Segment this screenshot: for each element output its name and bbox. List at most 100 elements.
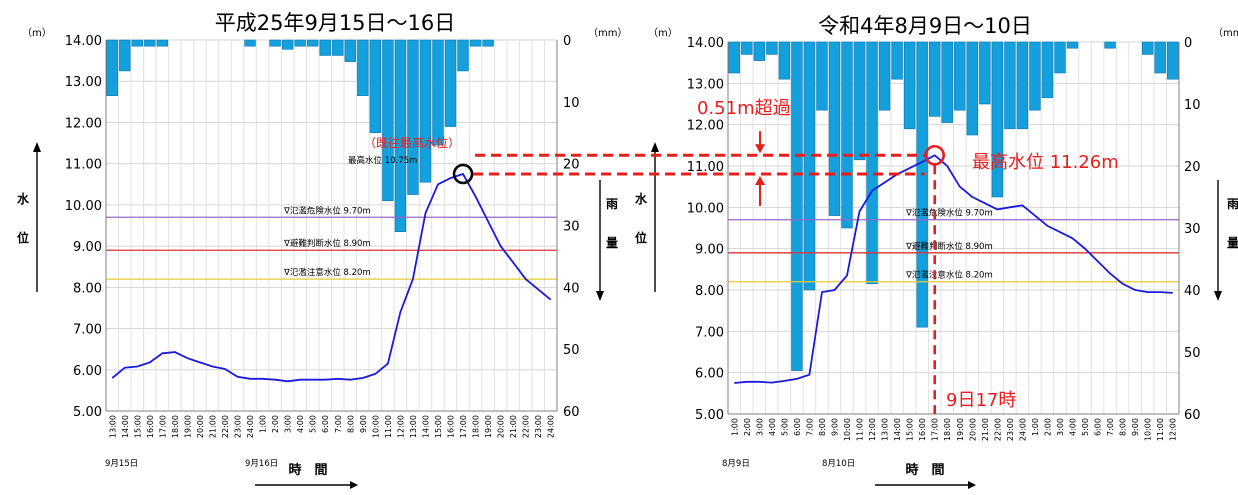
x-tick-label: 8:00: [1119, 418, 1128, 436]
x-tick-label: 12:00: [868, 418, 877, 441]
x-tick-label: 1:00: [1031, 418, 1040, 436]
x-tick-label: 22:00: [221, 415, 230, 438]
rain-bar: [766, 41, 778, 55]
y-left-tick-label: 10.00: [687, 201, 724, 216]
x-tick-label: 21:00: [208, 415, 217, 438]
x-tick-label: 6:00: [321, 415, 330, 433]
y-right-tick-label: 30: [563, 220, 580, 235]
x-tick-label: 1:00: [259, 415, 268, 433]
rain-bar: [1016, 41, 1029, 130]
x-tick-label: 4:00: [296, 415, 305, 433]
y-right-label-char: 雨: [606, 197, 618, 211]
threshold-label: ∇氾濫注意水位 8.20m: [905, 270, 993, 281]
y-left-tick-label: 5.00: [73, 405, 102, 420]
y-right-tick-label: 0: [1184, 36, 1192, 51]
x-tick-label: 4:00: [768, 418, 777, 436]
y-left-label-char: 位: [17, 230, 29, 245]
chart-2022-flood: ∇氾濫危険水位 9.70m ∇避難判断水位 8.90m ∇氾濫注意水位 8.20m 1…: [635, 14, 1238, 489]
y-left-tick-label: 13.00: [65, 75, 102, 90]
x-tick-label: 14:00: [893, 418, 902, 441]
x-tick-label: 7:00: [334, 415, 343, 433]
rain-bar: [119, 39, 131, 72]
y-right-tick-label: 60: [1184, 408, 1201, 423]
rain-bar: [382, 39, 394, 202]
date-label: 8月9日: [722, 459, 750, 469]
y-right-tick-label: 40: [1184, 284, 1201, 299]
rain-bar: [307, 39, 319, 47]
x-tick-label: 21:00: [509, 415, 518, 438]
x-tick-label: 24:00: [1018, 418, 1027, 441]
water-level-line: [734, 154, 1173, 384]
y-left-tick-label: 6.00: [73, 364, 102, 379]
x-axis-arrowhead: [350, 481, 358, 489]
x-tick-label: 3:00: [1056, 418, 1065, 436]
rain-bar: [281, 39, 294, 50]
date-label: 9月16日: [245, 459, 278, 469]
rain-bar: [432, 39, 444, 146]
x-tick-label: 12:00: [1169, 418, 1178, 441]
y-right-unit: （mm）: [1213, 27, 1238, 39]
x-tick-label: 19:00: [956, 418, 965, 441]
rain-bar: [728, 41, 740, 74]
x-tick-label: 6:00: [1094, 418, 1103, 436]
y-left-tick-label: 8.00: [695, 284, 724, 299]
x-tick-label: 13:00: [108, 415, 117, 438]
x-tick-label: 11:00: [856, 418, 865, 441]
x-tick-label: 4:00: [1069, 418, 1078, 436]
peak-label-2013: 最高水位 10.75m: [348, 155, 417, 166]
rain-bar: [1054, 41, 1066, 74]
x-tick-label: 16:00: [447, 415, 456, 438]
x-tick-label: 18:00: [171, 415, 180, 438]
y-right-tick-label: 20: [1184, 160, 1201, 175]
rain-bar: [1104, 41, 1116, 49]
x-tick-label: 21:00: [981, 418, 990, 441]
x-tick-label: 1:00: [730, 418, 739, 436]
y-right-axis-arrowhead: [1214, 291, 1222, 301]
x-tick-label: 12:00: [396, 415, 405, 438]
threshold-label: ∇避難判断水位 8.90m: [905, 241, 993, 252]
rain-bar: [878, 41, 891, 111]
x-tick-label: 2:00: [271, 415, 280, 433]
x-tick-label: 24:00: [246, 415, 255, 438]
x-tick-label: 20:00: [497, 415, 506, 438]
y-left-tick-label: 6.00: [695, 367, 724, 382]
x-tick-label: 3:00: [284, 415, 293, 433]
rain-bar: [294, 39, 306, 47]
x-tick-label: 18:00: [472, 415, 481, 438]
rain-bar: [332, 39, 344, 56]
rain-bar: [816, 41, 828, 111]
x-tick-label: 14:00: [121, 415, 130, 438]
rain-bar: [469, 39, 482, 47]
threshold-label: ∇氾濫危険水位 9.70m: [905, 208, 993, 219]
y-left-tick-label: 14.00: [687, 36, 724, 51]
x-tick-label: 3:00: [755, 418, 764, 436]
x-tick-label: 23:00: [234, 415, 243, 438]
threshold-label: ∇氾濫危険水位 9.70m: [283, 205, 371, 216]
y-right-axis-arrowhead: [596, 291, 604, 301]
peak-label-2022: 最高水位 11.26m: [972, 152, 1119, 173]
date-label: 9月15日: [105, 459, 138, 469]
threshold-label: ∇氾濫注意水位 8.20m: [283, 267, 371, 278]
rain-bar: [269, 39, 281, 47]
rain-bar: [791, 41, 803, 371]
x-tick-label: 17:00: [931, 418, 940, 441]
x-tick-label: 24:00: [547, 415, 556, 438]
rain-bar: [1167, 41, 1179, 80]
rain-bar: [1066, 41, 1079, 49]
rain-bar: [954, 41, 966, 111]
rain-bar: [482, 39, 494, 47]
x-axis-title: 時 間: [905, 462, 944, 478]
rain-bar: [156, 39, 169, 47]
x-tick-label: 16:00: [918, 418, 927, 441]
x-tick-label: 23:00: [1006, 418, 1015, 441]
rain-bar: [144, 39, 156, 47]
y-right-tick-label: 50: [563, 343, 580, 358]
y-left-tick-label: 5.00: [695, 408, 724, 423]
threshold-label: ∇避難判断水位 8.90m: [283, 238, 371, 249]
x-tick-label: 19:00: [484, 415, 493, 438]
rain-bar: [741, 41, 753, 55]
date-label: 8月10日: [822, 459, 855, 469]
rain-bar: [131, 39, 144, 47]
x-tick-label: 5:00: [1081, 418, 1090, 436]
